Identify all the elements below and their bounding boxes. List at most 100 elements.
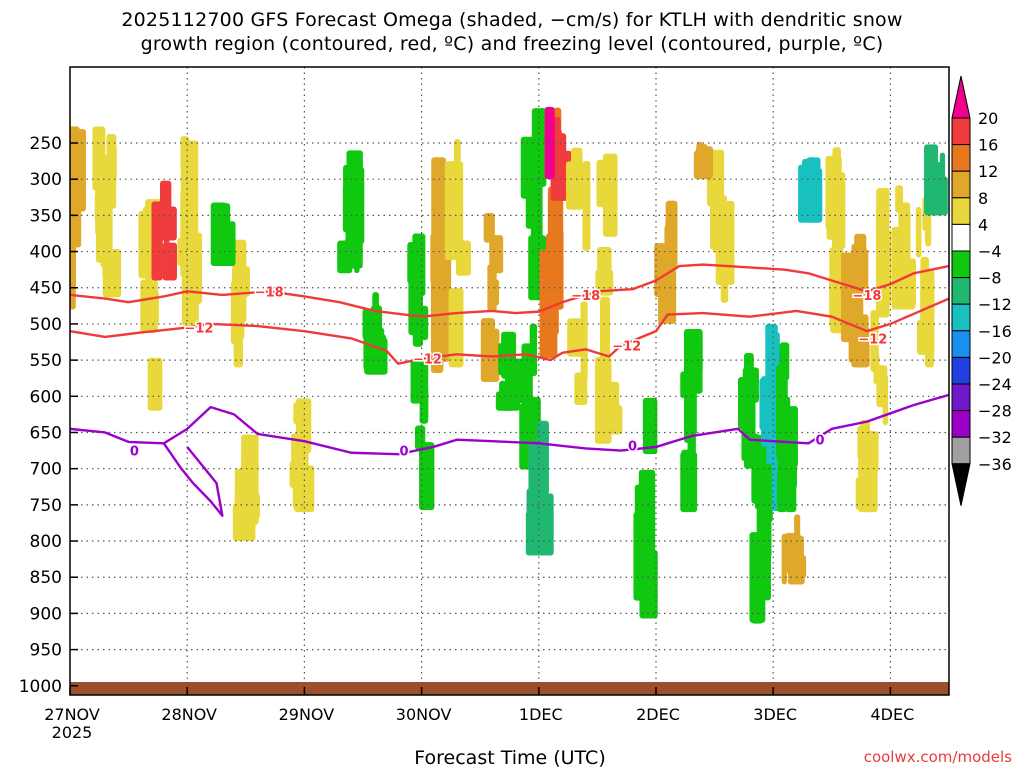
omega-cell	[435, 250, 442, 281]
omega-cell	[687, 356, 696, 458]
contour-label: −18	[571, 289, 600, 304]
colorbar-label: 20	[978, 109, 998, 128]
omega-cell	[507, 363, 513, 389]
freezing-level-contour-line	[70, 393, 949, 456]
contour-label: −18	[255, 285, 284, 300]
y-tick-label: 950	[30, 641, 62, 661]
omega-cell	[580, 301, 588, 381]
omega-cell	[832, 172, 846, 249]
contour-label: 0	[399, 445, 408, 460]
omega-cell	[147, 357, 163, 411]
omega-cell	[186, 270, 201, 298]
omega-cell	[183, 177, 196, 261]
x-tick-label: 4DEC	[871, 705, 915, 724]
omega-cell	[595, 269, 614, 296]
plot-frame	[69, 66, 950, 696]
omega-cell	[642, 397, 658, 455]
omega-cell	[854, 252, 861, 321]
y-tick-label: 650	[30, 423, 62, 443]
omega-cell	[597, 247, 612, 273]
colorbar-label: −4	[978, 242, 1002, 261]
contour-label: 0	[130, 445, 139, 460]
y-tick-label: 300	[30, 170, 62, 190]
omega-cell	[151, 201, 163, 281]
colorbar-swatch	[951, 356, 971, 385]
y-tick-label: 450	[30, 279, 62, 299]
omega-cell	[798, 164, 808, 223]
freezing-level-contour-line	[162, 442, 224, 517]
colorbar-swatch	[951, 250, 971, 279]
omega-cell	[547, 186, 556, 248]
colorbar-swatch	[951, 330, 971, 358]
omega-cell	[571, 147, 583, 208]
y-axis: 250 300 350 400 450 500 550 600 650 700 750 800 850 9…	[19, 134, 78, 697]
omega-cell	[723, 226, 731, 266]
omega-cell	[455, 308, 463, 368]
y-tick-label: 850	[30, 568, 62, 588]
ground-surface-band	[70, 682, 949, 695]
y-tick-label: 800	[30, 532, 62, 552]
y-tick-label: 1000	[19, 677, 62, 697]
chart-title-line-2: growth region (contoured, red, ºC) and f…	[140, 33, 884, 55]
omega-cell	[641, 472, 647, 496]
omega-cell	[554, 133, 567, 196]
omega-cell	[143, 291, 159, 324]
colorbar-swatch	[951, 303, 971, 332]
dgz-contour-line	[70, 263, 949, 318]
omega-cell	[680, 371, 696, 399]
omega-cell	[106, 134, 117, 209]
omega-cell	[344, 238, 363, 269]
omega-cell	[895, 185, 904, 213]
credit-link[interactable]: coolwx.com/models	[864, 748, 1012, 766]
omega-cell	[433, 213, 439, 242]
omega-cell	[480, 318, 495, 382]
colorbar-label: −28	[978, 402, 1012, 421]
omega-cell	[638, 469, 656, 552]
colorbar-swatch	[951, 383, 971, 412]
contour-label: −12	[184, 322, 213, 337]
x-tick-label: 2DEC	[636, 705, 680, 724]
x-tick-label: 29NOV	[279, 705, 335, 724]
colorbar-label: −8	[978, 269, 1002, 288]
colorbar-top-triangle	[951, 75, 971, 119]
omega-cell	[246, 450, 253, 494]
colorbar-swatch	[951, 436, 971, 465]
omega-cell	[520, 136, 539, 199]
omega-cell	[787, 556, 805, 585]
omega-cell	[939, 152, 946, 180]
contour-layer: −18 −18 −18 −12 −12 −12 −12 0 0 0 0	[70, 263, 949, 517]
y-tick-label: 600	[30, 387, 62, 407]
y-tick-label: 550	[30, 351, 62, 371]
omega-cell	[696, 141, 703, 180]
x-tick-label: 3DEC	[753, 705, 797, 724]
omega-cell	[372, 337, 388, 375]
omega-cell	[599, 296, 611, 373]
x-axis: 27NOV 28NOV 29NOV 30NOV 1DEC 2DEC 3DEC 4DEC 2025	[44, 687, 914, 742]
colorbar-swatch	[951, 144, 971, 172]
omega-cell	[858, 455, 874, 513]
omega-cell	[362, 308, 382, 340]
omega-cell	[849, 256, 856, 306]
omega-cell	[177, 237, 187, 267]
colorbar-label: −12	[978, 295, 1012, 314]
omega-cell	[785, 435, 795, 513]
x-axis-title: Forecast Time (UTC)	[414, 747, 605, 768]
omega-shading-layer	[70, 106, 948, 624]
omega-cell	[720, 280, 729, 303]
omega-cell	[891, 226, 900, 310]
omega-cell	[639, 550, 658, 619]
omega-cell	[444, 161, 464, 261]
omega-cell	[539, 266, 558, 359]
omega-cell	[245, 510, 256, 542]
omega-cell	[665, 218, 673, 318]
omega-cell	[857, 425, 867, 460]
omega-cell	[233, 296, 244, 368]
omega-cell	[915, 206, 922, 258]
omega-cell	[710, 202, 725, 250]
omega-cell	[419, 442, 435, 511]
omega-cell	[743, 352, 754, 378]
colorbar-label: −32	[978, 428, 1012, 447]
colorbar-swatch	[951, 170, 971, 199]
colorbar-label: −20	[978, 348, 1012, 367]
omega-cell	[487, 264, 497, 312]
